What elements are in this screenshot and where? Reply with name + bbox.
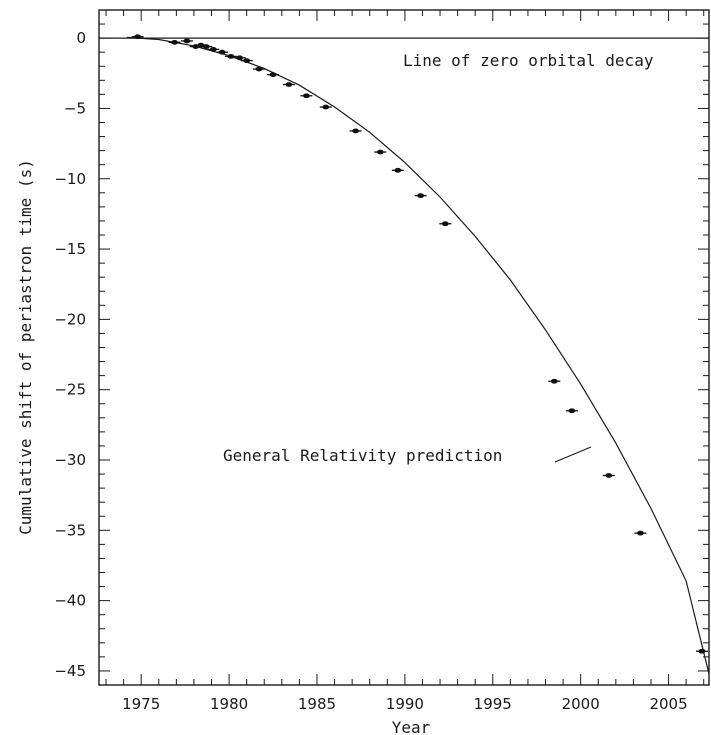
data-point bbox=[602, 473, 615, 478]
data-point bbox=[349, 128, 362, 134]
data-point bbox=[565, 408, 578, 414]
y-tick-label: −25 bbox=[54, 381, 86, 399]
point-marker bbox=[417, 193, 425, 199]
data-point bbox=[240, 58, 253, 64]
point-marker bbox=[255, 66, 263, 72]
axis-ticks bbox=[99, 9, 709, 686]
point-marker bbox=[227, 54, 235, 59]
data-point bbox=[439, 221, 452, 227]
point-marker bbox=[285, 82, 293, 87]
y-tick-label: −40 bbox=[54, 592, 86, 610]
x-tick-label: 2000 bbox=[562, 695, 600, 713]
point-marker bbox=[303, 93, 310, 99]
data-point bbox=[695, 648, 708, 654]
point-marker bbox=[605, 473, 613, 478]
data-point bbox=[374, 149, 387, 155]
data-point bbox=[282, 82, 295, 87]
point-marker bbox=[550, 378, 558, 384]
data-point bbox=[207, 46, 220, 52]
point-marker bbox=[352, 128, 360, 134]
prediction-pointer bbox=[554, 446, 592, 463]
data-point bbox=[300, 93, 313, 99]
y-tick-label: −30 bbox=[54, 451, 86, 469]
data-point bbox=[252, 66, 265, 72]
point-marker bbox=[236, 55, 244, 61]
point-marker bbox=[637, 530, 644, 536]
point-marker bbox=[202, 44, 210, 49]
point-marker bbox=[171, 39, 178, 45]
y-tick-label: −20 bbox=[54, 310, 86, 328]
data-point bbox=[180, 38, 193, 44]
y-tick-label: −5 bbox=[64, 99, 86, 117]
data-point bbox=[233, 55, 246, 61]
point-marker bbox=[209, 46, 217, 52]
data-point bbox=[131, 34, 144, 40]
data-point bbox=[634, 530, 647, 536]
data-point bbox=[224, 54, 237, 59]
point-marker bbox=[243, 58, 251, 64]
point-marker bbox=[394, 167, 402, 173]
x-tick-labels: 1975 1980 1985 1990 1995 2000 2005 bbox=[122, 695, 688, 713]
x-tick-label: 1980 bbox=[210, 695, 248, 713]
zero-line-label: Line of zero orbital decay bbox=[403, 51, 654, 70]
plot-frame bbox=[98, 9, 710, 686]
gr-prediction-curve bbox=[127, 36, 710, 674]
point-marker bbox=[134, 34, 142, 40]
x-tick-label: 1990 bbox=[386, 695, 424, 713]
data-point bbox=[200, 44, 213, 49]
x-tick-label: 2005 bbox=[649, 695, 687, 713]
x-tick-label: 1995 bbox=[474, 695, 512, 713]
y-tick-label: 0 bbox=[76, 29, 86, 47]
y-tick-labels: 0 −5 −10 −15 −20 −25 −30 −35 −40 −45 bbox=[54, 29, 86, 680]
data-point bbox=[267, 72, 280, 78]
y-tick-label: −10 bbox=[54, 170, 86, 188]
data-point bbox=[414, 193, 427, 199]
data-point bbox=[391, 167, 404, 173]
point-marker bbox=[376, 149, 384, 155]
x-tick-label: 1985 bbox=[298, 695, 336, 713]
point-marker bbox=[322, 104, 330, 110]
x-axis-title: Year bbox=[392, 718, 431, 735]
data-point bbox=[548, 378, 561, 384]
y-axis-title: Cumulative shift of periastron time (s) bbox=[16, 159, 35, 535]
x-tick-label: 1975 bbox=[122, 695, 160, 713]
data-point bbox=[319, 104, 332, 110]
y-tick-label: −35 bbox=[54, 521, 86, 539]
point-marker bbox=[183, 38, 191, 44]
prediction-label: General Relativity prediction bbox=[223, 446, 502, 465]
y-tick-label: −15 bbox=[54, 240, 86, 258]
y-tick-label: −45 bbox=[54, 662, 86, 680]
data-points bbox=[131, 34, 708, 654]
point-marker bbox=[568, 408, 576, 414]
data-point bbox=[168, 39, 181, 45]
data-point bbox=[216, 49, 229, 55]
point-marker bbox=[698, 648, 706, 654]
point-marker bbox=[218, 49, 226, 55]
point-marker bbox=[441, 221, 449, 227]
point-marker bbox=[269, 72, 277, 78]
